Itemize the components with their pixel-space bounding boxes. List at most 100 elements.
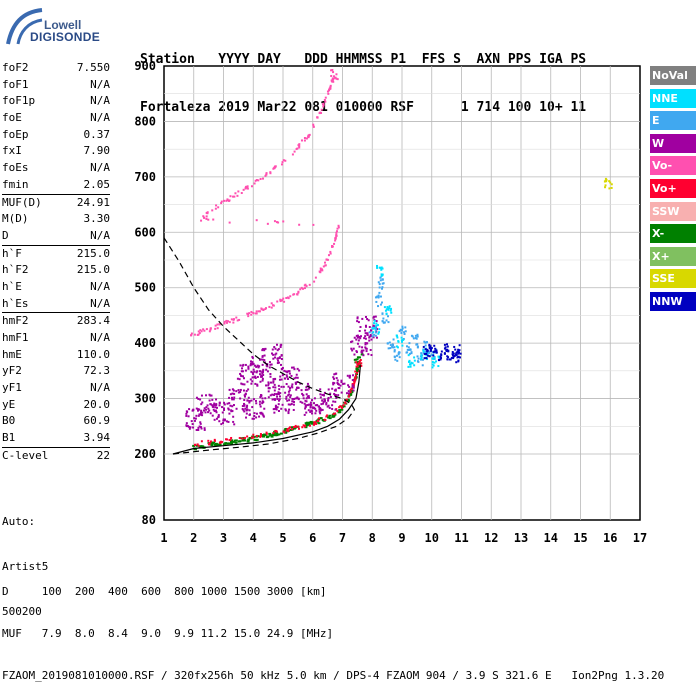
echo-point-w: [227, 408, 230, 411]
echo-point-w: [243, 404, 246, 407]
echo-point-e: [379, 276, 382, 279]
echo-point-vo: [336, 227, 339, 230]
echo-point-nnw: [457, 351, 460, 354]
echo-point-w: [273, 383, 276, 386]
echo-point-nne: [395, 334, 398, 337]
echo-point-vo: [353, 380, 356, 383]
polarization-legend: NoVal NNE E W Vo- Vo+ SSW X- X+ SSE NNW: [650, 66, 696, 315]
echo-point-x: [307, 422, 311, 425]
echo-point-vo: [244, 187, 247, 190]
echo-point-w: [331, 404, 334, 407]
echo-point-w: [252, 417, 255, 420]
echo-point-vo: [246, 185, 249, 188]
param-name: h`F2: [2, 263, 29, 277]
echo-point-nne: [420, 354, 423, 357]
echo-point-nne: [437, 365, 440, 368]
echo-point-w: [327, 388, 330, 391]
echo-point-nne: [372, 326, 375, 329]
echo-point-vo: [332, 80, 335, 83]
echo-point-w: [197, 414, 200, 417]
echo-point-nne: [432, 358, 435, 361]
echo-point-w: [313, 397, 316, 400]
echo-point-vo: [273, 167, 276, 170]
echo-point-vo: [297, 427, 300, 430]
echo-point-w: [247, 367, 250, 370]
echo-point-vo: [236, 319, 239, 322]
echo-point-w: [287, 403, 290, 406]
echo-point-vo: [322, 105, 325, 108]
echo-point-vo: [313, 423, 316, 426]
echo-point-w: [364, 346, 367, 349]
echo-point-w: [276, 362, 279, 365]
echo-point-w: [197, 409, 200, 412]
echo-point-w: [242, 402, 245, 405]
echo-point-x: [355, 373, 359, 376]
param-value: N/A: [90, 381, 110, 395]
echo-point-nne: [407, 365, 410, 368]
echo-point-w: [251, 417, 254, 420]
x-tick-label: 11: [454, 531, 468, 545]
echo-point-vo: [216, 323, 219, 326]
echo-point-vo: [282, 220, 285, 223]
echo-point-w: [223, 403, 226, 406]
echo-point-vo: [272, 432, 275, 435]
footer: D 100 200 400 600 800 1000 1500 3000 [km…: [2, 557, 664, 697]
echo-point-w: [231, 388, 234, 391]
echo-point-nnw: [424, 348, 427, 351]
echo-point-w: [364, 335, 367, 338]
echo-point-w: [333, 392, 336, 395]
echo-point-w: [274, 356, 277, 359]
echo-point-w: [300, 389, 303, 392]
echo-point-w: [198, 413, 201, 416]
echo-point-w: [348, 374, 351, 377]
echo-point-nnw: [434, 347, 437, 350]
echo-point-vo: [235, 316, 238, 319]
echo-point-e: [427, 351, 430, 354]
echo-point-w: [251, 371, 254, 374]
echo-point-w: [362, 354, 365, 357]
echo-point-w: [366, 342, 369, 345]
echo-point-w: [279, 375, 282, 378]
echo-point-vo: [330, 79, 333, 82]
echo-point-vo: [252, 433, 255, 436]
echo-point-e: [425, 341, 428, 344]
echo-point-nnw: [422, 345, 425, 348]
echo-point-w: [285, 397, 288, 400]
echo-point-w: [315, 409, 318, 412]
echo-point-w: [204, 411, 207, 414]
echo-point-w: [268, 366, 271, 369]
echo-point-w: [272, 408, 275, 411]
echo-point-nne: [378, 328, 381, 331]
echo-point-w: [244, 407, 247, 410]
echo-point-vo: [282, 297, 285, 300]
echo-point-w: [347, 390, 350, 393]
echo-point-w: [366, 333, 369, 336]
echo-point-w: [242, 375, 245, 378]
echo-point-x: [263, 433, 267, 436]
echo-point-nnw: [454, 348, 457, 351]
echo-point-w: [314, 412, 317, 415]
echo-point-vo: [303, 284, 306, 287]
param-row: foE N/A: [2, 110, 110, 127]
param-row: yE 20.0: [2, 397, 110, 414]
echo-point-vo: [334, 239, 337, 242]
auto-program: Artist5: [2, 560, 49, 573]
echo-point-w: [279, 346, 282, 349]
echo-point-nne: [372, 331, 375, 334]
echo-point-w: [206, 404, 209, 407]
echo-point-w: [262, 415, 265, 418]
echo-point-e: [394, 358, 397, 361]
echo-point-w: [222, 419, 225, 422]
echo-point-w: [262, 374, 265, 377]
echo-point-w: [304, 399, 307, 402]
echo-point-w: [225, 420, 228, 423]
echo-point-w: [296, 367, 299, 370]
echo-point-w: [213, 410, 216, 413]
footer-distance-row: D 100 200 400 600 800 1000 1500 3000 [km…: [2, 585, 327, 598]
echo-point-x: [213, 443, 217, 446]
echo-point-w: [364, 337, 367, 340]
echo-point-nnw: [446, 343, 449, 346]
echo-point-vo: [200, 219, 203, 222]
echo-point-w: [364, 329, 367, 332]
echo-point-nnw: [451, 351, 454, 354]
